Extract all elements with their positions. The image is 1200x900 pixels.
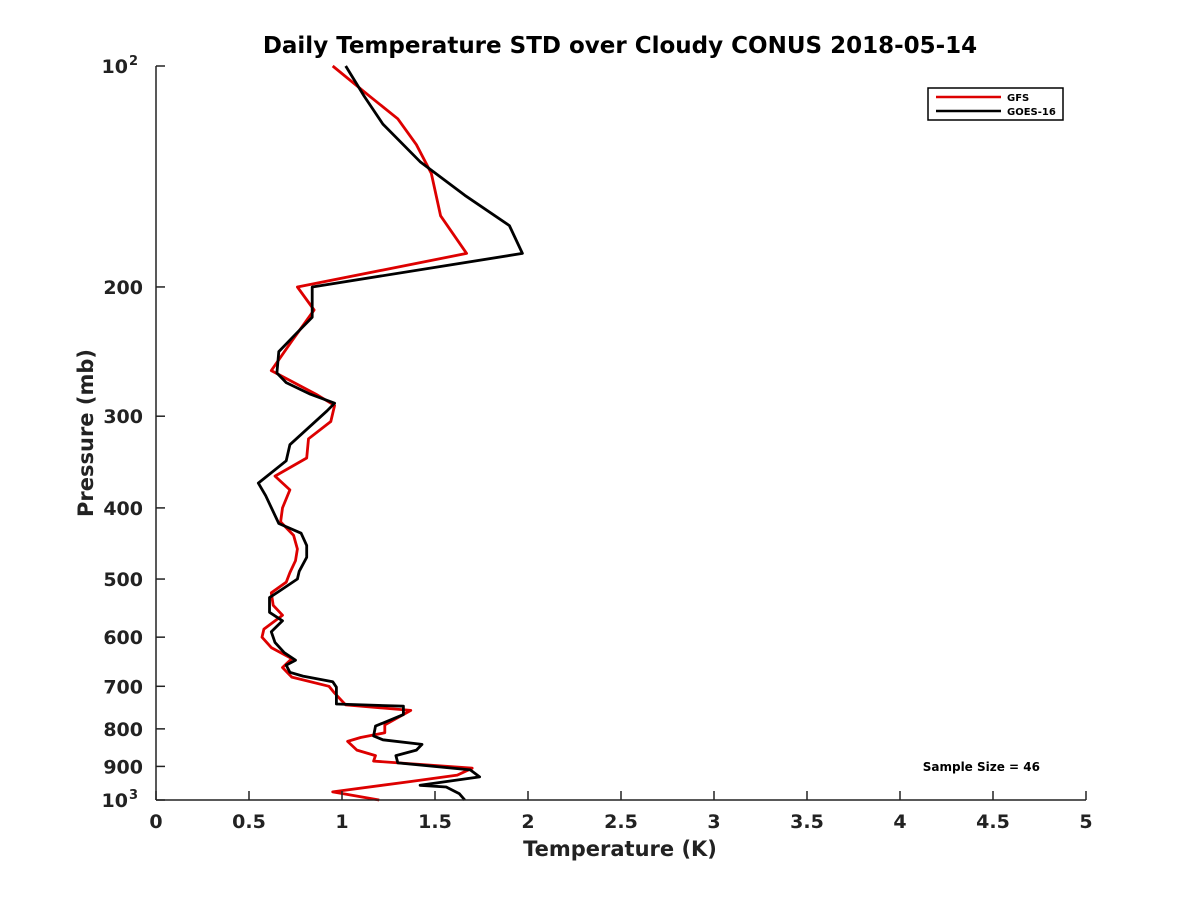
series-line-gfs [260,64,474,802]
y-tick-label: 10 [102,790,128,812]
y-axis-label: Pressure (mb) [74,349,98,517]
x-tick-label: 3 [707,811,720,833]
series-line-goes-16 [256,65,524,801]
x-tick-label: 3.5 [790,811,824,833]
y-tick-label: 300 [103,406,143,428]
sample-size-annotation: Sample Size = 46 [923,760,1040,774]
series-layer [256,64,524,802]
x-tick-label: 1.5 [418,811,452,833]
legend-box [927,87,1064,121]
axes: 0 0.5 1 1.5 2 2.5 3 3.5 4 4.5 510 22003004005006007… [102,54,1093,833]
x-tick-label: 4 [893,811,906,833]
y-tick-label: 900 [103,756,143,778]
x-axis-label: Temperature (K) [523,837,717,861]
y-tick-label: 600 [103,627,143,649]
legend: GFS GOES-16 [927,87,1064,121]
y-tick-exponent: 3 [129,788,138,803]
y-tick-label: 700 [103,676,143,698]
y-tick-label: 10 [102,56,128,78]
x-tick-label: 2.5 [604,811,638,833]
y-tick-label: 200 [103,277,143,299]
x-tick-label: 1 [335,811,348,833]
x-tick-label: 0.5 [232,811,266,833]
y-tick-label: 800 [103,719,143,741]
x-tick-label: 4.5 [976,811,1010,833]
legend-label: GOES-16 [1007,107,1056,118]
y-tick-label: 400 [103,498,143,520]
y-tick-exponent: 2 [129,54,138,69]
x-tick-label: 5 [1079,811,1092,833]
y-tick-label: 500 [103,569,143,591]
chart-title: Daily Temperature STD over Cloudy CONUS … [263,33,977,59]
x-tick-label: 2 [521,811,534,833]
legend-label: GFS [1007,93,1029,104]
x-tick-label: 0 [149,811,162,833]
